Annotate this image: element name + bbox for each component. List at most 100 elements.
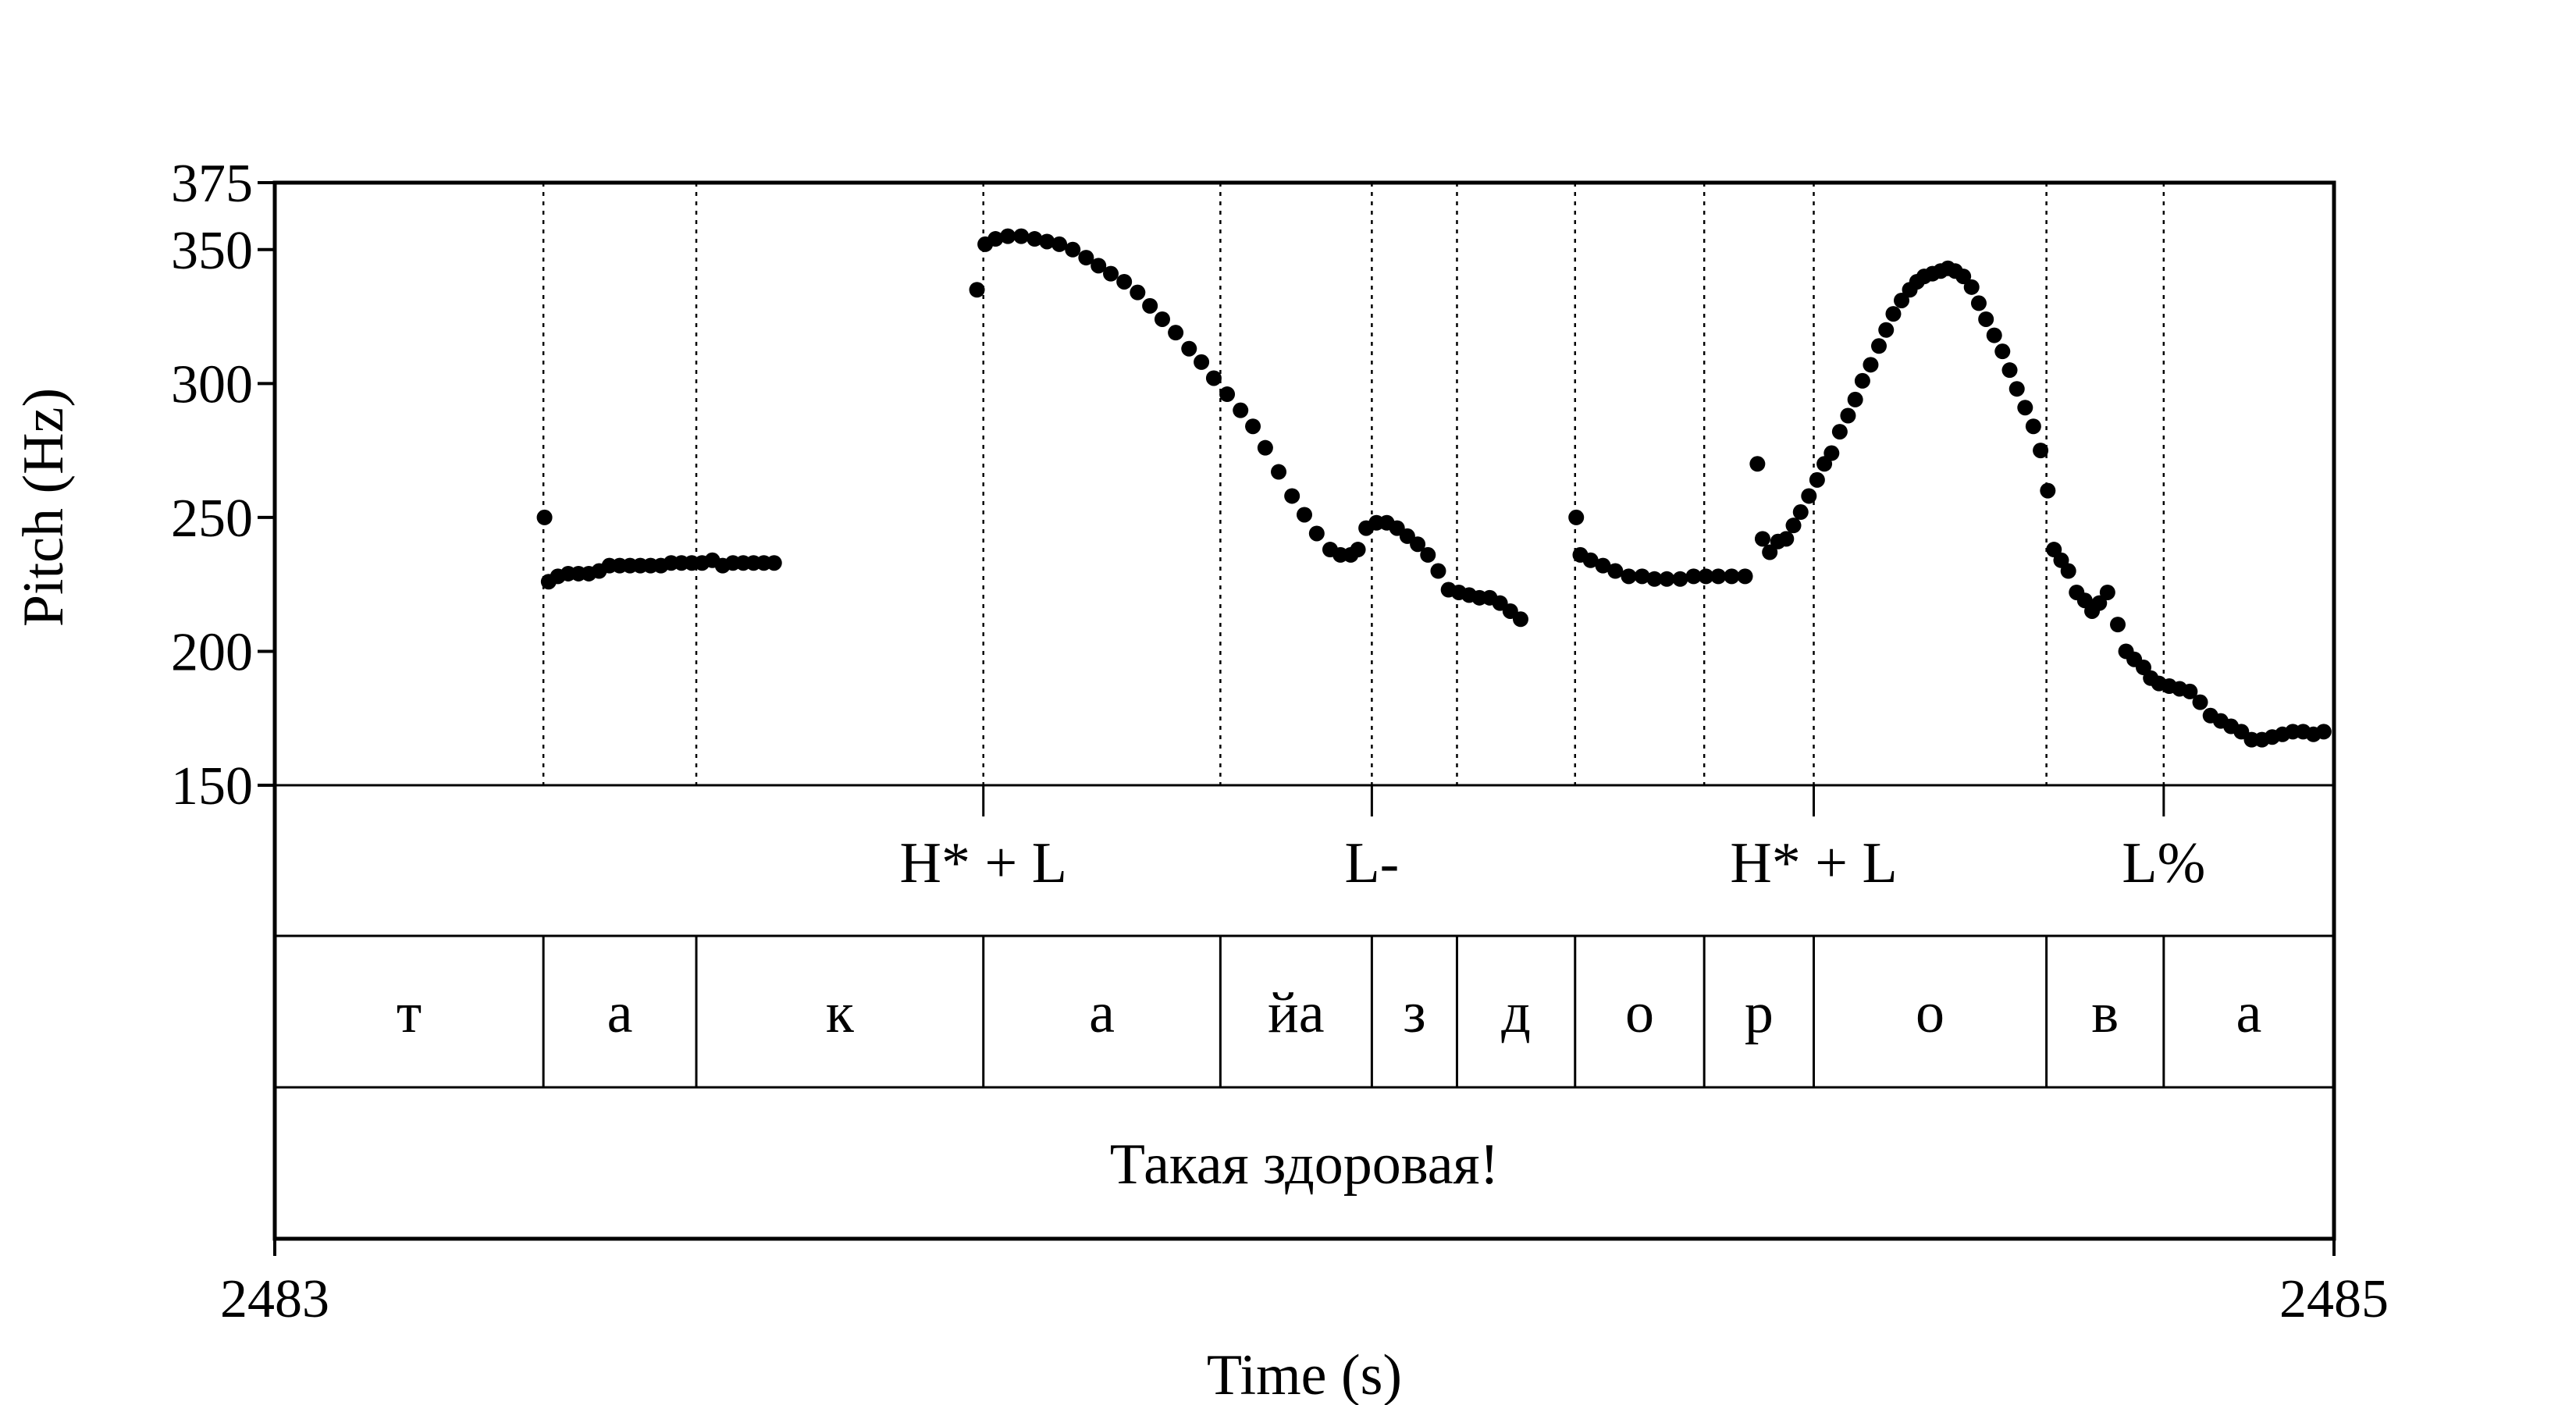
- pitch-point: [1078, 250, 1094, 266]
- pitch-point: [766, 555, 782, 571]
- pitch-point: [1116, 273, 1133, 290]
- pitch-point: [1847, 391, 1863, 407]
- pitch-point: [2315, 724, 2332, 740]
- pitch-point: [1621, 568, 1637, 585]
- tone-label: L-: [1344, 831, 1399, 895]
- segment-label: а: [1089, 981, 1115, 1045]
- pitch-point: [1792, 504, 1809, 521]
- pitch-point: [1205, 370, 1222, 386]
- pitch-point: [1762, 544, 1778, 560]
- pitch-point: [1065, 241, 1081, 258]
- pitch-point: [1257, 439, 1273, 456]
- pitch-point: [1091, 258, 1107, 274]
- pitch-point: [1430, 563, 1446, 579]
- pitch-point: [1350, 542, 1366, 558]
- pitch-point: [1659, 571, 1675, 587]
- pitch-point: [969, 282, 985, 298]
- pitch-points: [536, 228, 2332, 748]
- segment-label: т: [397, 981, 422, 1045]
- y-tick-label: 200: [171, 622, 253, 682]
- pitch-point: [1245, 418, 1261, 435]
- segment-label: а: [2236, 981, 2261, 1045]
- y-tick-label: 150: [171, 756, 253, 816]
- pitch-point: [1308, 525, 1325, 542]
- pitch-point: [1595, 557, 1611, 574]
- pitch-point: [1026, 231, 1043, 247]
- segment-label: в: [2091, 981, 2119, 1045]
- pitch-point: [1994, 343, 2011, 360]
- pitch-point: [1685, 568, 1702, 585]
- pitch-point: [1854, 372, 1870, 389]
- y-axis-ticks: 150 200 250 300 350 375: [171, 154, 275, 816]
- pitch-point: [1785, 518, 1802, 534]
- pitch-point: [1955, 269, 1972, 285]
- pitch-point: [1634, 568, 1650, 585]
- pitch-point: [1978, 311, 1994, 327]
- x-tick-label: 2483: [220, 1269, 329, 1329]
- tone-label: H* + L: [900, 831, 1067, 895]
- segment-label: о: [1916, 981, 1944, 1045]
- segment-label: йа: [1268, 981, 1324, 1045]
- y-tick-label: 350: [171, 221, 253, 281]
- pitch-point: [1582, 552, 1599, 568]
- pitch-point: [2040, 482, 2056, 499]
- pitch-point: [1194, 354, 1210, 370]
- plot-frame: [272, 180, 2336, 1241]
- pitch-point: [1181, 340, 1197, 357]
- pitch-point: [2033, 443, 2049, 459]
- pitch-point: [2192, 694, 2208, 710]
- pitch-point: [1297, 507, 1312, 523]
- pitch-point: [1823, 445, 1840, 461]
- pitch-point: [1051, 236, 1068, 252]
- pitch-point: [1698, 568, 1714, 585]
- x-axis-ticks: 2483 2485: [220, 1239, 2389, 1329]
- pitch-point: [1039, 233, 1055, 250]
- pitch-point: [1672, 571, 1688, 587]
- pitch-point: [1420, 546, 1436, 563]
- pitch-point: [1963, 279, 1980, 295]
- pitch-point: [2025, 418, 2041, 435]
- pitch-point: [536, 509, 553, 525]
- pitch-point: [1233, 402, 1249, 418]
- pitch-point: [1142, 297, 1158, 314]
- pitch-point: [1986, 327, 2002, 343]
- y-tick-label: 300: [171, 354, 253, 414]
- pitch-point: [2060, 563, 2076, 579]
- pitch-point: [1737, 568, 1753, 585]
- pitch-point: [2091, 595, 2108, 611]
- x-tick-label: 2485: [2279, 1269, 2389, 1329]
- pitch-point: [1863, 357, 1879, 373]
- pitch-point: [2001, 362, 2018, 379]
- pitch-point: [1568, 509, 1585, 525]
- pitch-point: [1970, 295, 1987, 311]
- pitch-point: [1410, 536, 1426, 553]
- pitch-point: [2017, 400, 2033, 416]
- plot-border: [272, 180, 2336, 1241]
- pitch-point: [1219, 386, 1236, 403]
- pitch-point: [1646, 571, 1663, 587]
- pitch-point: [1103, 265, 1119, 282]
- pitch-point: [1168, 325, 1184, 341]
- pitch-point: [1724, 568, 1740, 585]
- segment-tier: т а к а йа з д о р о в а: [397, 936, 2261, 1087]
- pitch-point: [1778, 531, 1795, 547]
- pitch-point: [1154, 311, 1170, 327]
- pitch-point: [1512, 611, 1528, 628]
- y-tick-label: 375: [171, 154, 253, 214]
- pitch-point: [1878, 322, 1895, 338]
- pitch-point: [2182, 683, 2198, 699]
- pitch-point: [1754, 531, 1770, 547]
- pitch-point: [1607, 563, 1624, 579]
- y-tick-label: 250: [171, 489, 253, 549]
- pitch-point: [1710, 568, 1727, 585]
- pitch-point: [1013, 228, 1030, 244]
- pitch-point: [1894, 292, 1910, 308]
- segment-label: а: [607, 981, 633, 1045]
- pitch-point: [2099, 584, 2115, 600]
- x-axis-title: Time (s): [1207, 1343, 1402, 1405]
- tone-label: H* + L: [1730, 831, 1897, 895]
- segment-label: к: [826, 981, 855, 1045]
- pitch-point: [1809, 471, 1825, 488]
- tone-tier: H* + L L- H* + L L%: [900, 785, 2205, 895]
